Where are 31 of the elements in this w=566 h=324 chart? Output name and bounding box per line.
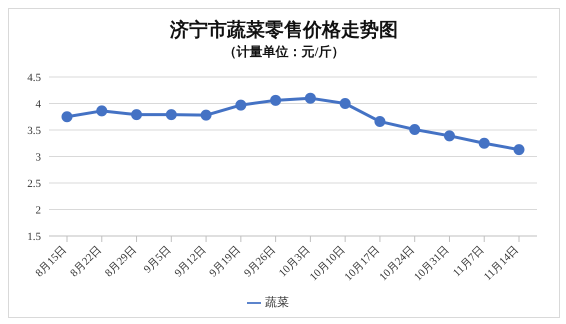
chart-subtitle: （计量单位：元/斤） (222, 43, 346, 61)
point (478, 138, 490, 149)
x-tick-label: 8月15日 (33, 244, 70, 280)
point (374, 116, 386, 128)
point (304, 92, 316, 104)
legend-label: 蔬菜 (265, 295, 289, 309)
x-tick-label: 9月5日 (142, 244, 174, 276)
y-tick-label: 3 (36, 151, 42, 164)
y-tick-label: 2.5 (27, 178, 42, 190)
point (62, 111, 72, 122)
point (131, 109, 142, 120)
y-tick-label: 4.5 (27, 72, 42, 84)
point (96, 105, 108, 116)
point (340, 98, 351, 109)
point (514, 144, 524, 156)
point (166, 109, 177, 120)
x-tick-label: 8月29日 (102, 244, 139, 280)
y-tick-label: 1.5 (27, 230, 42, 243)
point (270, 94, 282, 106)
x-tick-label: 8月22日 (68, 244, 104, 280)
point (235, 100, 246, 111)
x-tick-label: 9月26日 (242, 244, 278, 280)
y-tick-label: 2 (36, 204, 41, 216)
point (444, 130, 455, 142)
x-tick-label: 9月19日 (207, 244, 243, 280)
point (200, 110, 212, 121)
x-tick-label: 9月12日 (172, 244, 208, 280)
y-tick-label: 4 (36, 98, 42, 110)
chart-title: 济宁市蔬菜零售价格走势图 (168, 18, 399, 43)
y-tick-label: 3.5 (27, 124, 42, 137)
point (409, 124, 420, 135)
